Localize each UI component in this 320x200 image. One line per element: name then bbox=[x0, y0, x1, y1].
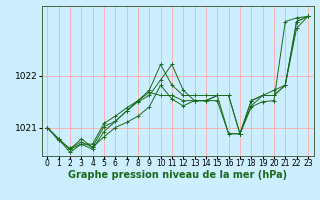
X-axis label: Graphe pression niveau de la mer (hPa): Graphe pression niveau de la mer (hPa) bbox=[68, 170, 287, 180]
